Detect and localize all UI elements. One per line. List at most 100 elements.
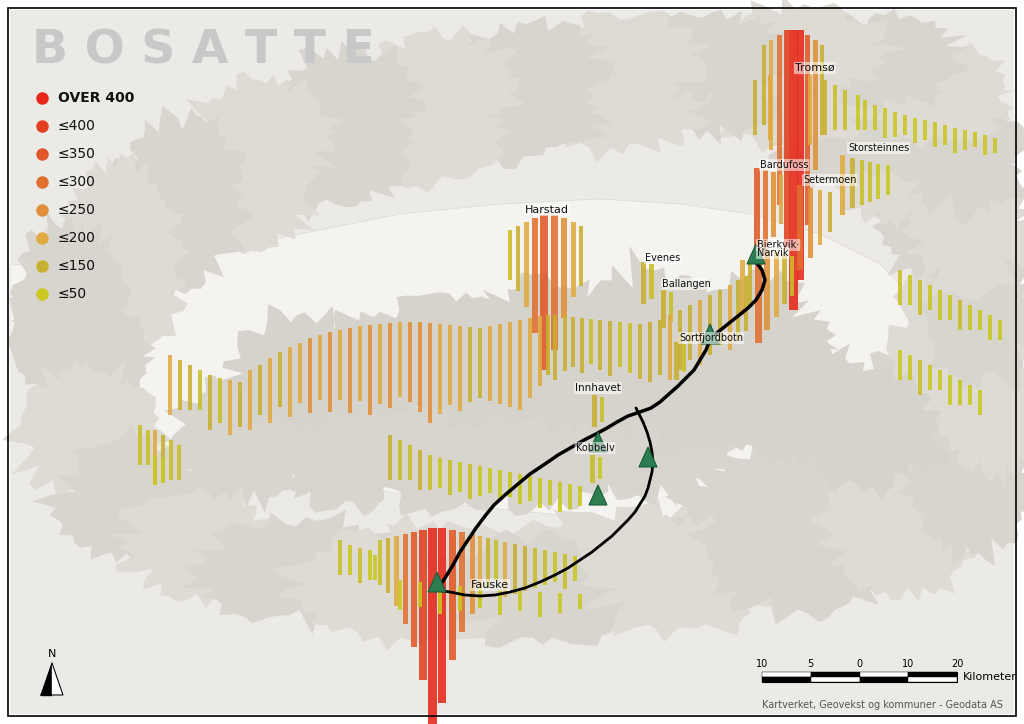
- Polygon shape: [355, 25, 524, 145]
- Polygon shape: [137, 125, 321, 258]
- Bar: [698, 300, 702, 365]
- Bar: [568, 484, 572, 509]
- Polygon shape: [52, 663, 63, 695]
- Bar: [458, 586, 462, 611]
- Bar: [198, 370, 202, 410]
- Bar: [958, 380, 962, 405]
- Bar: [776, 35, 781, 205]
- Polygon shape: [886, 280, 1015, 432]
- Polygon shape: [404, 302, 598, 430]
- Bar: [488, 468, 492, 493]
- Bar: [248, 370, 252, 430]
- Bar: [918, 280, 922, 315]
- Polygon shape: [613, 312, 788, 462]
- Bar: [161, 458, 165, 483]
- Polygon shape: [890, 90, 1024, 226]
- Bar: [358, 548, 362, 583]
- Polygon shape: [933, 306, 1024, 489]
- Polygon shape: [10, 213, 132, 374]
- Bar: [769, 40, 773, 150]
- Bar: [508, 322, 512, 407]
- Bar: [408, 445, 412, 480]
- Bar: [873, 105, 877, 130]
- Bar: [308, 338, 312, 413]
- Bar: [378, 324, 382, 404]
- Bar: [438, 324, 442, 414]
- Polygon shape: [366, 292, 538, 426]
- Bar: [449, 325, 452, 405]
- Bar: [648, 264, 653, 299]
- Bar: [883, 108, 887, 138]
- Bar: [638, 324, 642, 379]
- Bar: [563, 316, 567, 371]
- Bar: [146, 430, 150, 465]
- Bar: [948, 295, 952, 320]
- Text: ≤200: ≤200: [58, 231, 96, 245]
- Bar: [486, 538, 490, 588]
- Bar: [978, 310, 982, 330]
- Bar: [538, 478, 542, 508]
- Bar: [578, 486, 582, 506]
- Bar: [398, 440, 402, 480]
- Bar: [762, 672, 811, 677]
- Bar: [513, 544, 517, 594]
- Text: 20: 20: [951, 659, 964, 669]
- Bar: [859, 677, 908, 682]
- Polygon shape: [106, 481, 303, 607]
- Bar: [748, 262, 752, 307]
- Text: Narvik: Narvik: [757, 248, 788, 258]
- Bar: [797, 30, 804, 280]
- Bar: [903, 115, 907, 135]
- Bar: [658, 320, 662, 375]
- Bar: [508, 472, 512, 497]
- Polygon shape: [796, 363, 951, 499]
- Polygon shape: [746, 244, 765, 264]
- Bar: [811, 677, 859, 682]
- Polygon shape: [575, 514, 815, 642]
- Bar: [908, 355, 912, 380]
- Bar: [558, 593, 562, 613]
- Text: Kobbelv: Kobbelv: [575, 443, 614, 453]
- Bar: [153, 430, 157, 485]
- Text: Storsteinnes: Storsteinnes: [848, 143, 909, 153]
- Bar: [478, 466, 482, 496]
- Bar: [298, 343, 302, 403]
- Bar: [868, 162, 872, 202]
- Bar: [494, 540, 498, 580]
- Bar: [388, 435, 392, 480]
- Bar: [763, 170, 768, 250]
- Bar: [378, 540, 382, 585]
- Text: 10: 10: [902, 659, 914, 669]
- Text: Kilometer: Kilometer: [963, 672, 1017, 682]
- Bar: [478, 536, 482, 601]
- Bar: [546, 315, 550, 375]
- Bar: [860, 160, 864, 205]
- Polygon shape: [10, 199, 930, 529]
- Bar: [458, 462, 462, 492]
- Bar: [668, 315, 672, 380]
- Bar: [590, 455, 595, 483]
- Text: Harstad: Harstad: [525, 205, 569, 215]
- Text: Bjerkvik·: Bjerkvik·: [757, 240, 800, 250]
- Text: N: N: [48, 649, 56, 659]
- Bar: [388, 323, 392, 408]
- Bar: [908, 275, 912, 305]
- Polygon shape: [766, 413, 967, 553]
- Bar: [449, 460, 452, 495]
- Bar: [958, 300, 962, 330]
- Polygon shape: [702, 0, 906, 102]
- Bar: [153, 455, 157, 485]
- Bar: [534, 548, 537, 588]
- Bar: [258, 365, 262, 415]
- Polygon shape: [509, 309, 690, 450]
- Bar: [608, 321, 612, 376]
- Polygon shape: [428, 572, 446, 592]
- Bar: [558, 482, 562, 512]
- Bar: [669, 292, 673, 322]
- Polygon shape: [179, 72, 347, 195]
- Bar: [553, 552, 557, 582]
- Bar: [368, 325, 372, 415]
- Bar: [805, 35, 810, 225]
- Bar: [718, 290, 722, 345]
- Polygon shape: [2, 357, 173, 502]
